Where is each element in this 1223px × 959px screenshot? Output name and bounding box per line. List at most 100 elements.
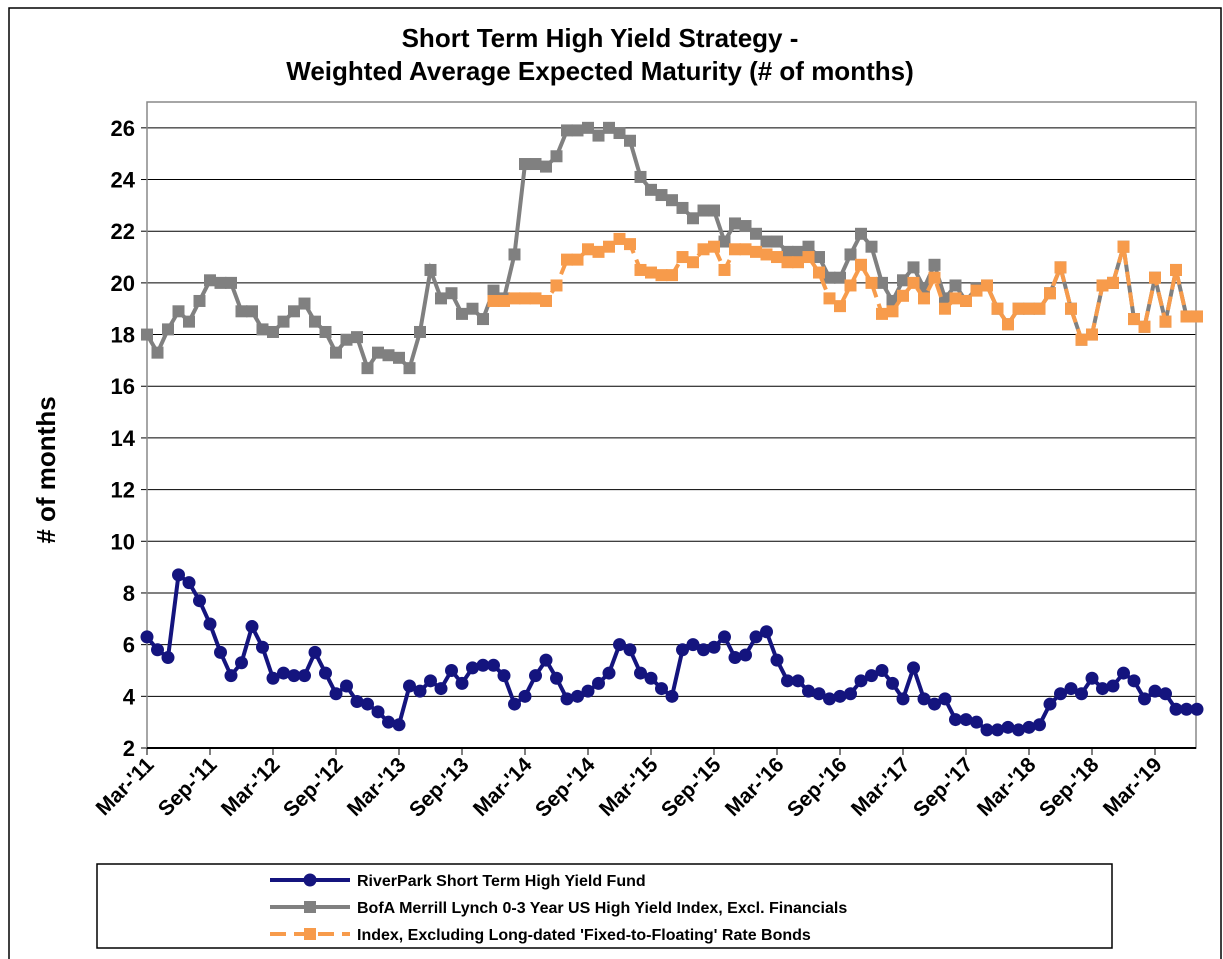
data-point: [393, 351, 405, 364]
data-point: [414, 325, 426, 338]
data-point: [319, 325, 332, 338]
data-point: [508, 248, 521, 261]
data-point: [435, 292, 447, 305]
data-point: [791, 674, 805, 688]
data-point: [203, 617, 217, 631]
data-point: [1180, 310, 1193, 323]
data-point: [1044, 287, 1056, 300]
data-point: [928, 258, 941, 271]
data-point: [1033, 718, 1046, 732]
data-point: [1002, 318, 1014, 331]
x-tick-label: Mar-'13: [343, 753, 411, 821]
data-point: [854, 674, 868, 688]
data-point: [781, 674, 794, 688]
data-point: [918, 292, 930, 305]
y-tick-label: 20: [111, 271, 135, 296]
data-point: [487, 284, 500, 297]
data-point: [561, 253, 573, 266]
data-point: [582, 121, 594, 134]
data-point: [445, 287, 458, 300]
data-point: [330, 346, 342, 359]
x-tick-label: Mar-'14: [469, 753, 537, 821]
data-point: [1191, 310, 1203, 323]
data-point: [875, 663, 889, 677]
data-point: [802, 240, 815, 253]
data-point: [980, 723, 994, 737]
data-point: [1159, 687, 1172, 701]
data-point: [518, 689, 532, 703]
data-point: [865, 669, 878, 683]
data-point: [928, 271, 941, 284]
data-point: [760, 625, 773, 639]
data-point: [1159, 315, 1172, 328]
data-point: [708, 204, 720, 217]
data-point: [1107, 276, 1119, 289]
data-point: [382, 715, 395, 729]
legend-marker: [304, 901, 316, 913]
data-point: [876, 307, 888, 320]
data-point: [781, 245, 794, 258]
data-point: [529, 292, 542, 305]
data-point: [256, 640, 269, 654]
data-point: [466, 661, 479, 675]
data-point: [193, 294, 206, 307]
x-tick-label: Mar-'11: [92, 753, 159, 820]
data-point: [813, 251, 825, 264]
data-point: [781, 256, 794, 269]
data-point: [760, 248, 773, 261]
data-point: [676, 643, 689, 657]
data-point: [434, 682, 448, 696]
data-point: [508, 697, 521, 711]
data-point: [981, 279, 993, 292]
legend-label: BofA Merrill Lynch 0-3 Year US High Yiel…: [357, 900, 847, 917]
data-point: [770, 653, 784, 667]
data-point: [750, 245, 762, 258]
series: [141, 121, 1203, 375]
chart-subtitle: Weighted Average Expected Maturity (# of…: [286, 56, 913, 86]
data-point: [382, 349, 395, 362]
y-axis-label: # of months: [31, 396, 61, 543]
series: [140, 568, 1204, 737]
chart-title: Short Term High Yield Strategy -: [402, 23, 799, 53]
data-point: [498, 294, 510, 307]
data-point: [350, 694, 364, 708]
data-point: [655, 269, 668, 282]
x-tick-label: Sep-'11: [154, 753, 222, 821]
data-point: [224, 669, 238, 683]
x-tick-label: Mar-'19: [1099, 753, 1167, 821]
y-tick-label: 14: [111, 426, 136, 451]
data-point: [1106, 679, 1120, 693]
data-point: [970, 284, 983, 297]
data-point: [340, 679, 353, 693]
data-point: [519, 158, 531, 171]
data-point: [540, 160, 552, 173]
data-point: [739, 243, 752, 256]
data-point: [497, 669, 511, 683]
data-point: [1086, 328, 1098, 341]
data-point: [183, 315, 195, 328]
data-point: [592, 676, 605, 690]
data-point: [1075, 687, 1088, 701]
x-tick-label: Sep-'16: [783, 753, 851, 821]
data-point: [214, 276, 227, 289]
data-point: [1170, 263, 1182, 276]
data-point: [760, 235, 773, 248]
data-point: [1180, 702, 1193, 716]
data-point: [697, 204, 710, 217]
data-point: [1022, 720, 1036, 734]
data-point: [949, 292, 962, 305]
data-point: [624, 238, 636, 251]
data-point: [214, 645, 227, 659]
data-point: [1138, 320, 1151, 333]
data-point: [844, 687, 857, 701]
data-point: [1023, 302, 1035, 315]
data-point: [193, 594, 206, 608]
data-point: [235, 305, 248, 318]
y-tick-label: 18: [111, 323, 135, 348]
data-point: [361, 697, 374, 711]
data-point: [424, 674, 437, 688]
data-point: [592, 129, 605, 142]
data-point: [907, 661, 920, 675]
data-point: [644, 671, 658, 685]
